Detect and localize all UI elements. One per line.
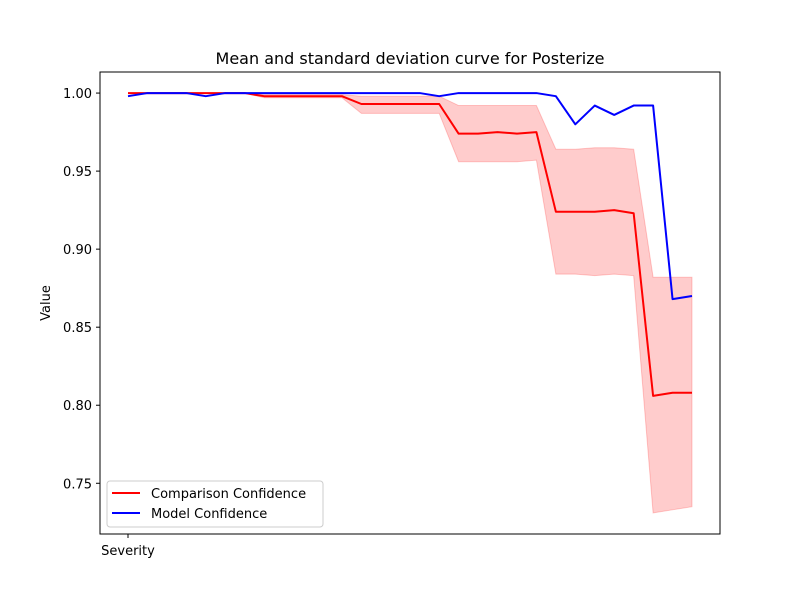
legend-box [106,480,324,528]
legend-label-1: Model Confidence [151,507,267,522]
series-1-point-25 [613,114,615,116]
series-0-point-25 [613,209,615,211]
x-tick-label-0: Severity [101,544,155,559]
series-1-point-1 [146,92,148,94]
series-0-point-17 [458,133,460,135]
series-1-point-16 [438,95,440,97]
series-1-point-15 [419,92,421,94]
chart-title: Mean and standard deviation curve for Po… [216,49,605,68]
series-0-point-20 [516,133,518,135]
series-1-point-13 [380,92,382,94]
series-1-point-9 [302,92,304,94]
series-1-point-5 [224,92,226,94]
legend-label-0: Comparison Confidence [151,487,306,502]
series-1-point-18 [477,92,479,94]
series-0-point-19 [497,131,499,133]
series-1-point-3 [185,92,187,94]
series-0-point-11 [341,95,343,97]
series-1-point-0 [127,95,129,97]
series-0-point-12 [360,103,362,105]
series-1-point-22 [555,95,557,97]
series-0-point-24 [594,211,596,213]
series-1-point-23 [574,123,576,125]
series-0-point-0 [127,92,129,94]
series-1-point-7 [263,92,265,94]
series-1-point-17 [458,92,460,94]
plot-frame [99,71,721,535]
series-0-point-18 [477,133,479,135]
series-1-point-29 [691,295,693,297]
series-1-point-6 [244,92,246,94]
y-axis-label: Value [39,285,54,321]
series-0-point-22 [555,211,557,213]
series-line-1 [127,92,693,301]
series-1-point-4 [205,95,207,97]
series-0-point-15 [419,103,421,105]
plot-area [127,92,693,514]
series-0-point-8 [283,95,285,97]
series-0-point-13 [380,103,382,105]
series-0-point-4 [205,92,207,94]
series-1-point-26 [633,105,635,107]
series-1-point-12 [360,92,362,94]
y-tick-label-3: 0.90 [63,243,92,258]
series-1-point-10 [321,92,323,94]
series-1-point-11 [341,92,343,94]
y-tick-label-5: 1.00 [63,87,92,102]
series-0-point-10 [321,95,323,97]
series-1-point-27 [652,105,654,107]
y-tick-label-2: 0.85 [63,321,92,336]
series-1-point-24 [594,105,596,107]
y-tick-label-0: 0.75 [63,477,92,492]
series-0-point-26 [633,212,635,214]
series-0-point-9 [302,95,304,97]
series-1-point-2 [166,92,168,94]
series-0-point-23 [574,211,576,213]
series-1-point-8 [283,92,285,94]
series-0-point-28 [672,392,674,394]
axes: 0.75 0.80 0.85 0.90 0.95 1.00 Severity [63,87,155,559]
series-1-point-21 [535,92,537,94]
series-1-point-14 [399,92,401,94]
series-1-point-28 [672,298,674,300]
series-0-point-21 [535,131,537,133]
y-tick-label-1: 0.80 [63,399,92,414]
series-0-point-29 [691,392,693,394]
series-0-point-27 [652,395,654,397]
series-0-point-7 [263,95,265,97]
series-1-point-19 [497,92,499,94]
series-0-point-14 [399,103,401,105]
legend: Comparison Confidence Model Confidence [106,480,324,528]
y-tick-label-4: 0.95 [63,165,92,180]
series-1-point-20 [516,92,518,94]
series-0-point-16 [438,103,440,105]
